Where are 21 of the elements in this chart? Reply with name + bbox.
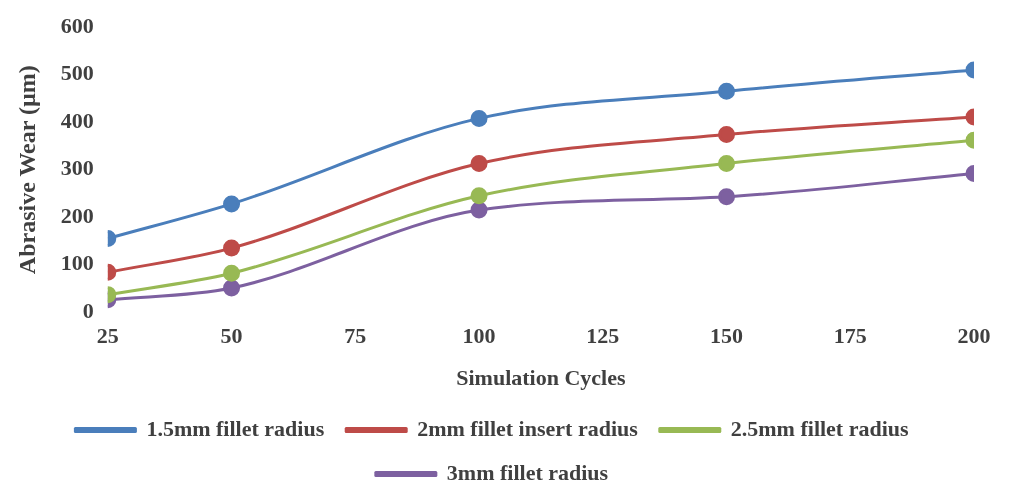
y-tick-label: 400: [60, 107, 94, 133]
y-axis-title: Abrasive Wear (µm): [13, 65, 40, 275]
x-tick-label: 125: [586, 323, 620, 349]
y-tick-label: 200: [60, 202, 94, 228]
y-tick-label: 300: [60, 155, 94, 181]
x-tick-label: 100: [462, 323, 496, 349]
x-axis-title: Simulation Cycles: [456, 365, 626, 391]
legend-label: 1.5mm fillet radius: [146, 415, 325, 441]
y-tick-label: 500: [60, 60, 94, 86]
legend-label: 2mm fillet insert radius: [417, 415, 639, 441]
x-tick-label: 200: [957, 323, 991, 349]
x-tick-label: 150: [710, 323, 744, 349]
y-tick-label: 100: [60, 250, 94, 276]
y-tick-label: 600: [60, 12, 94, 38]
legend-label: 3mm fillet radius: [446, 459, 609, 485]
x-tick-label: 50: [220, 323, 243, 349]
legend-label: 2.5mm fillet radius: [730, 415, 910, 441]
x-tick-label: 25: [96, 323, 119, 349]
x-tick-label: 175: [833, 323, 867, 349]
x-tick-label: 75: [344, 323, 367, 349]
y-tick-label: 0: [82, 297, 94, 323]
